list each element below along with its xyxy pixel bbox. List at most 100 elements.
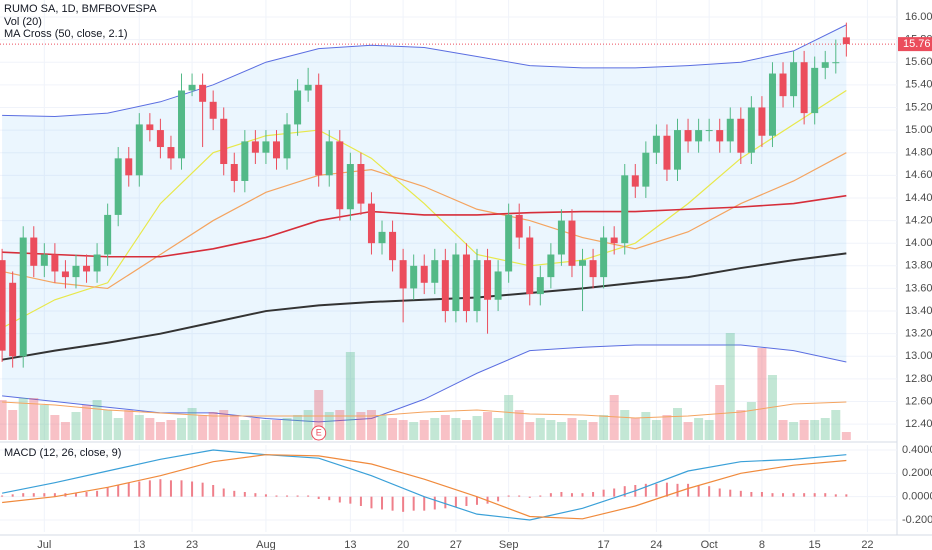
candle-body xyxy=(272,141,280,159)
volume-bar xyxy=(746,402,756,440)
volume-bar xyxy=(736,410,746,440)
candle-body xyxy=(642,152,650,187)
candle-body xyxy=(737,118,745,153)
volume-bar xyxy=(82,405,92,440)
candle-body xyxy=(410,265,418,289)
candle-body xyxy=(209,101,217,119)
y-tick-label: 14.00 xyxy=(905,237,932,249)
volume-bar xyxy=(282,418,292,440)
y-tick-label: 14.60 xyxy=(905,169,932,181)
candle-body xyxy=(251,141,259,153)
volume-bar xyxy=(398,420,408,440)
candle-body xyxy=(156,130,164,148)
event-marker xyxy=(311,425,327,441)
candle-body xyxy=(40,254,48,266)
candle-body xyxy=(431,260,439,283)
candle-body xyxy=(494,271,502,300)
candle-body xyxy=(114,158,122,215)
volume-bar xyxy=(113,418,123,440)
volume-bar xyxy=(124,410,134,440)
candle-body xyxy=(178,90,186,159)
volume-bar xyxy=(451,418,461,440)
volume-bar xyxy=(229,415,239,440)
volume-bar xyxy=(799,420,809,440)
candle-body xyxy=(684,130,692,142)
candle-body xyxy=(800,62,808,114)
y-tick-label: 15.60 xyxy=(905,56,932,68)
macd-histogram-bar xyxy=(402,496,405,512)
candle-body xyxy=(188,84,196,91)
volume-bar xyxy=(483,412,493,440)
volume-ma xyxy=(2,401,847,419)
x-tick-label: 8 xyxy=(759,539,765,550)
candle-body xyxy=(72,265,80,278)
y-tick-label: 15.00 xyxy=(905,124,932,136)
candle-body xyxy=(568,220,576,266)
macd-histogram-bar xyxy=(655,483,658,497)
candle-body xyxy=(758,107,766,136)
y-tick-label: 13.00 xyxy=(905,350,932,362)
candle-body xyxy=(663,135,671,170)
candle-body xyxy=(484,260,492,300)
candle-body xyxy=(526,237,534,295)
macd-histogram-bar xyxy=(74,493,77,497)
volume-bar xyxy=(778,420,788,440)
candle-body xyxy=(473,260,481,312)
candle-body xyxy=(61,271,69,278)
volume-bar xyxy=(71,412,81,440)
macd-histogram-bar xyxy=(750,491,753,497)
candle-body xyxy=(0,260,6,351)
volume-bar xyxy=(662,415,672,440)
macd-histogram-bar xyxy=(687,483,690,497)
macd-histogram-bar xyxy=(813,493,816,497)
macd-histogram-bar xyxy=(359,496,362,506)
macd-line xyxy=(1,449,847,521)
macd-histogram-bar xyxy=(11,494,14,497)
volume-bar xyxy=(419,420,429,440)
candle-body xyxy=(9,282,17,357)
candle-body xyxy=(220,118,228,165)
macd-histogram-bar xyxy=(581,493,584,497)
y-tick-label: 0.0000 xyxy=(902,491,932,503)
volume-bar xyxy=(92,400,102,440)
x-tick-label: 24 xyxy=(650,539,662,550)
y-tick-label: 13.80 xyxy=(905,260,932,272)
macd-histogram-bar xyxy=(254,493,257,497)
macd-histogram-bar xyxy=(391,496,394,511)
x-tick-label: 13 xyxy=(133,539,145,550)
macd-histogram-bar xyxy=(834,494,837,497)
candle-body xyxy=(83,265,91,272)
y-tick-label: 13.60 xyxy=(905,282,932,294)
candle-body xyxy=(51,254,59,272)
volume-bar xyxy=(440,415,450,440)
candle-body xyxy=(726,118,734,142)
volume-bar xyxy=(219,410,229,440)
volume-bar xyxy=(250,418,260,440)
volume-bar xyxy=(556,422,566,440)
macd-histogram-bar xyxy=(708,486,711,497)
macd-histogram-bar xyxy=(381,496,384,510)
candle-body xyxy=(768,73,776,136)
volume-bar xyxy=(789,422,799,440)
macd-histogram-bar xyxy=(824,493,827,497)
volume-bar xyxy=(504,395,514,440)
y-tick-label: 15.40 xyxy=(905,79,932,91)
macd-histogram-bar xyxy=(423,496,426,511)
volume-bar xyxy=(240,420,250,440)
candle-body xyxy=(790,62,798,97)
candle-body xyxy=(610,237,618,244)
candle-body xyxy=(589,260,597,278)
last-price-label: 15.76 xyxy=(903,38,931,50)
volume-bar xyxy=(535,418,545,440)
band-lower xyxy=(2,344,847,423)
volume-bar xyxy=(50,415,60,440)
candle-body xyxy=(842,37,850,45)
volume-bar xyxy=(18,398,28,440)
macd-histogram-bar xyxy=(518,495,521,497)
x-tick-label: Jul xyxy=(37,539,51,550)
macd-histogram-bar xyxy=(507,495,510,497)
volume-bar xyxy=(198,415,208,440)
macd-histogram-bar xyxy=(138,481,141,497)
macd-histogram-bar xyxy=(117,485,120,497)
macd-line xyxy=(2,454,847,520)
